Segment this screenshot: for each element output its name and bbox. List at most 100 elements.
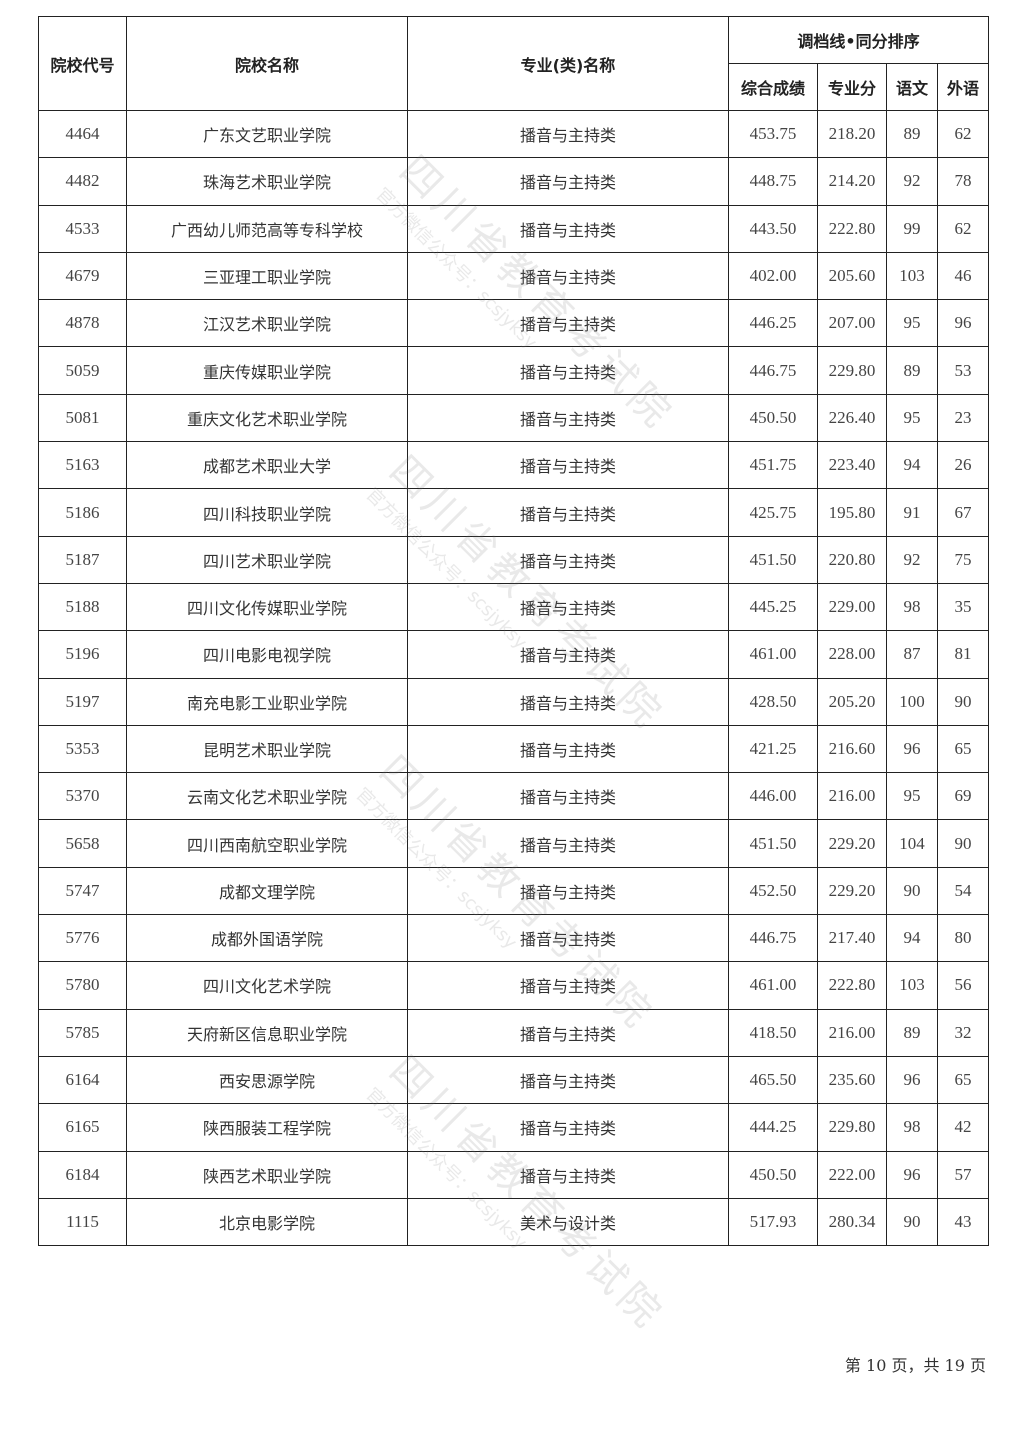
cell-chinese: 89: [886, 1008, 938, 1057]
table-row: 5353 昆明艺术职业学院 播音与主持类 421.25 216.60 96 65: [38, 724, 990, 774]
cell-major-score: 216.00: [817, 772, 887, 821]
cell-major: 播音与主持类: [407, 299, 729, 348]
cell-major: 播音与主持类: [407, 251, 729, 301]
cell-foreign: 81: [936, 630, 990, 679]
header-major-score: 专业分: [817, 63, 887, 111]
table-row: 6165 陕西服装工程学院 播音与主持类 444.25 229.80 98 42: [38, 1103, 990, 1152]
cell-school: 成都外国语学院: [126, 914, 408, 963]
cell-code: 5188: [38, 582, 127, 632]
cell-chinese: 98: [886, 1103, 938, 1152]
cell-code: 5370: [38, 772, 127, 821]
header-code: 院校代号: [38, 16, 127, 111]
cell-major-score: 195.80: [817, 488, 887, 537]
cell-major-score: 235.60: [817, 1055, 887, 1105]
table-row: 4533 广西幼儿师范高等专科学校 播音与主持类 443.50 222.80 99 62: [38, 204, 990, 253]
cell-major-score: 205.60: [817, 251, 887, 301]
cell-chinese: 90: [886, 1197, 938, 1247]
cell-major-score: 223.40: [817, 441, 887, 490]
table-row: 5196 四川电影电视学院 播音与主持类 461.00 228.00 87 81: [38, 630, 990, 679]
cell-major-score: 229.20: [817, 866, 887, 916]
cell-major: 播音与主持类: [407, 677, 729, 726]
cell-school: 北京电影学院: [126, 1197, 408, 1247]
table-row: 5370 云南文化艺术职业学院 播音与主持类 446.00 216.00 95 69: [38, 772, 990, 821]
cell-total: 402.00: [728, 251, 818, 301]
cell-chinese: 96: [886, 1055, 938, 1105]
cell-foreign: 57: [936, 1150, 990, 1199]
cell-code: 5658: [38, 819, 127, 868]
cell-foreign: 67: [936, 488, 990, 537]
cell-major: 播音与主持类: [407, 630, 729, 679]
header-group: 调档线•同分排序: [727, 16, 990, 64]
cell-foreign: 69: [936, 772, 990, 821]
table-row: 5059 重庆传媒职业学院 播音与主持类 446.75 229.80 89 53: [38, 346, 990, 395]
header-foreign: 外语: [936, 63, 990, 111]
cell-major: 播音与主持类: [407, 724, 729, 774]
cell-major: 播音与主持类: [407, 772, 729, 821]
cell-total: 446.75: [728, 914, 818, 963]
cell-total: 428.50: [728, 677, 818, 726]
cell-major: 播音与主持类: [407, 204, 729, 253]
table-row: 4464 广东文艺职业学院 播音与主持类 453.75 218.20 89 62: [38, 109, 990, 159]
cell-major: 播音与主持类: [407, 866, 729, 916]
cell-code: 4464: [38, 109, 127, 159]
cell-foreign: 65: [936, 1055, 990, 1105]
cell-school: 三亚理工职业学院: [126, 251, 408, 301]
cell-foreign: 43: [936, 1197, 990, 1247]
cell-code: 5197: [38, 677, 127, 726]
cell-major: 播音与主持类: [407, 393, 729, 443]
cell-school: 四川电影电视学院: [126, 630, 408, 679]
cell-foreign: 23: [936, 393, 990, 443]
cell-foreign: 75: [936, 535, 990, 584]
cell-total: 452.50: [728, 866, 818, 916]
cell-major-score: 216.00: [817, 1008, 887, 1057]
cell-major-score: 217.40: [817, 914, 887, 963]
cell-chinese: 90: [886, 866, 938, 916]
cell-school: 江汉艺术职业学院: [126, 299, 408, 348]
cell-school: 四川文化艺术学院: [126, 961, 408, 1010]
cell-school: 陕西艺术职业学院: [126, 1150, 408, 1199]
cell-code: 6164: [38, 1055, 127, 1105]
header-total: 综合成绩: [728, 63, 818, 111]
cell-major-score: 218.20: [817, 109, 887, 159]
cell-foreign: 62: [936, 109, 990, 159]
cell-code: 5186: [38, 488, 127, 537]
cell-total: 421.25: [728, 724, 818, 774]
cell-major: 播音与主持类: [407, 1055, 729, 1105]
cell-school: 天府新区信息职业学院: [126, 1008, 408, 1057]
cell-major-score: 226.40: [817, 393, 887, 443]
cell-school: 陕西服装工程学院: [126, 1103, 408, 1152]
cell-chinese: 100: [886, 677, 938, 726]
cell-chinese: 95: [886, 393, 938, 443]
cell-major-score: 222.80: [817, 204, 887, 253]
table-row: 1115 北京电影学院 美术与设计类 517.93 280.34 90 43: [38, 1197, 990, 1247]
cell-chinese: 92: [886, 535, 938, 584]
cell-code: 6165: [38, 1103, 127, 1152]
cell-total: 453.75: [728, 109, 818, 159]
cell-code: 5353: [38, 724, 127, 774]
cell-chinese: 96: [886, 724, 938, 774]
cell-total: 444.25: [728, 1103, 818, 1152]
cell-foreign: 35: [936, 582, 990, 632]
cell-total: 448.75: [728, 157, 818, 206]
cell-chinese: 92: [886, 157, 938, 206]
table-row: 4482 珠海艺术职业学院 播音与主持类 448.75 214.20 92 78: [38, 157, 990, 206]
cell-foreign: 56: [936, 961, 990, 1010]
table-row: 5785 天府新区信息职业学院 播音与主持类 418.50 216.00 89 32: [38, 1008, 990, 1057]
cell-code: 1115: [38, 1197, 127, 1247]
cell-code: 5196: [38, 630, 127, 679]
cell-major-score: 222.80: [817, 961, 887, 1010]
cell-total: 465.50: [728, 1055, 818, 1105]
table-row: 5188 四川文化传媒职业学院 播音与主持类 445.25 229.00 98 35: [38, 582, 990, 632]
table-row: 5187 四川艺术职业学院 播音与主持类 451.50 220.80 92 75: [38, 535, 990, 584]
table-row: 5747 成都文理学院 播音与主持类 452.50 229.20 90 54: [38, 866, 990, 916]
header-chinese: 语文: [886, 63, 938, 111]
cell-major-score: 280.34: [817, 1197, 887, 1247]
cell-code: 5747: [38, 866, 127, 916]
cell-total: 451.75: [728, 441, 818, 490]
admission-score-table: 院校代号 院校名称 专业(类)名称 调档线•同分排序 综合成绩 专业分 语文 外…: [38, 16, 990, 1247]
cell-school: 四川科技职业学院: [126, 488, 408, 537]
cell-total: 451.50: [728, 535, 818, 584]
table-row: 5658 四川西南航空职业学院 播音与主持类 451.50 229.20 104 90: [38, 819, 990, 868]
cell-chinese: 98: [886, 582, 938, 632]
cell-foreign: 78: [936, 157, 990, 206]
